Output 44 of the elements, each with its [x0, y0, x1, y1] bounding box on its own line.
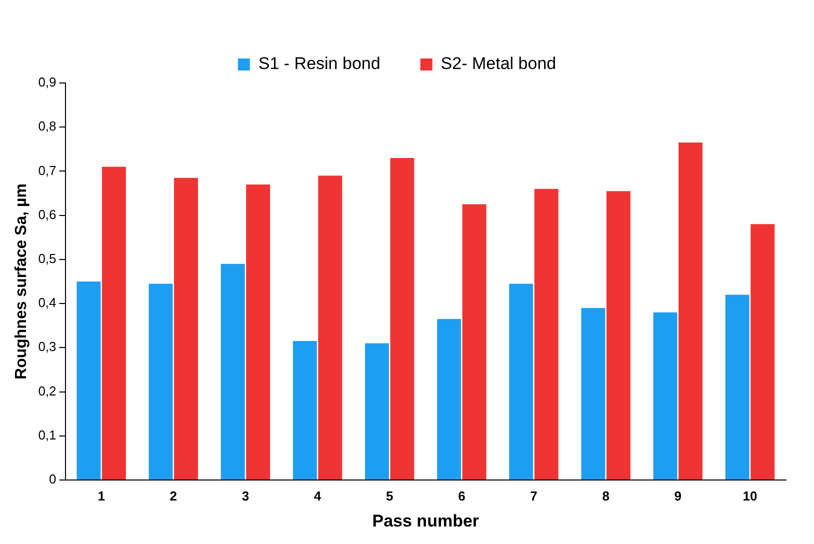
bar: [76, 282, 101, 480]
bar: [390, 158, 414, 480]
bar: [148, 284, 173, 480]
bar: [678, 142, 702, 480]
bar: [534, 188, 558, 480]
bar: [750, 224, 775, 480]
bar: [606, 191, 630, 480]
x-tick-label: 4: [314, 488, 322, 504]
x-tick-label: 8: [602, 488, 610, 504]
y-tick-label: 0,3: [38, 339, 56, 354]
bar: [292, 341, 317, 480]
y-axis-title: Roughnes surface Sa, µm: [13, 184, 30, 380]
bar: [462, 204, 486, 480]
y-tick-label: 0,4: [38, 295, 56, 310]
bar: [437, 318, 462, 480]
x-tick-label: 1: [98, 488, 105, 504]
bar: [509, 284, 534, 480]
y-tick-label: 0,7: [38, 162, 56, 178]
bar: [174, 178, 198, 480]
x-tick-label: 7: [530, 488, 538, 504]
bar: [365, 343, 389, 480]
x-tick-label: 2: [170, 488, 177, 504]
x-axis-title: Pass number: [372, 511, 480, 530]
y-tick-label: 0,9: [38, 74, 56, 90]
x-tick-label: 6: [458, 488, 466, 504]
y-tick-label: 0,2: [38, 383, 56, 398]
bar: [653, 312, 678, 480]
y-tick-label: 0: [49, 472, 56, 487]
bar: [220, 264, 245, 480]
bar: [246, 184, 270, 480]
x-tick-label: 3: [242, 488, 250, 504]
y-tick-label: 0,6: [38, 206, 56, 222]
bar: [581, 308, 606, 480]
bar: [318, 176, 342, 480]
bar: [102, 166, 126, 480]
legend-label: S1 - Resin bond: [258, 54, 380, 74]
x-tick-label: 5: [386, 488, 394, 504]
x-tick-label: 10: [742, 488, 758, 504]
bar: [725, 294, 750, 480]
y-tick-label: 0,1: [38, 427, 56, 442]
legend-label: S2- Metal bond: [440, 54, 556, 74]
y-tick-label: 0,8: [38, 118, 56, 134]
y-tick-label: 0,5: [38, 251, 56, 266]
x-tick-label: 9: [674, 488, 682, 504]
